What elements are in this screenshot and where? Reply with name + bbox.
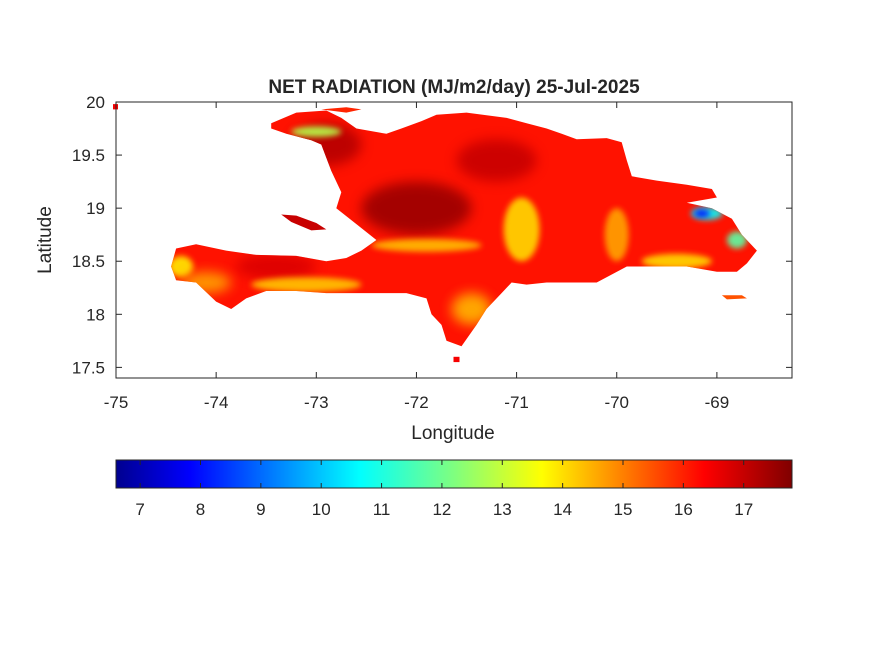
y-tick-label: 18: [86, 305, 105, 324]
y-tick-label: 20: [86, 93, 105, 112]
map-axes-frame: [115, 101, 793, 379]
colorbar-tick-label: 10: [312, 500, 331, 519]
colorbar-tick-label: 14: [553, 500, 572, 519]
x-tick-label: -73: [304, 393, 329, 412]
colorbar-tick-label: 8: [196, 500, 205, 519]
colorbar-tick-label: 17: [734, 500, 753, 519]
region-beata: [453, 356, 460, 363]
hotspot-south-coast: [251, 277, 362, 292]
x-tick-label: -74: [204, 393, 229, 412]
colorbar-tick-label: 13: [493, 500, 512, 519]
region-tortuga: [321, 107, 362, 113]
x-tick-label: -71: [504, 393, 529, 412]
colorbar-tick-label: 11: [373, 500, 391, 519]
colorbar-tick-label: 15: [614, 500, 633, 519]
colorbar-tick-label: 7: [135, 500, 144, 519]
hotspot-north: [456, 139, 537, 182]
x-tick-label: -69: [705, 393, 730, 412]
x-tick-label: -70: [604, 393, 629, 412]
hotspot-north-coast: [361, 181, 472, 235]
hotspot-west-tip: [169, 255, 194, 278]
y-tick-label: 18.5: [72, 252, 105, 271]
hotspot-north-strip: [291, 126, 342, 137]
hotspot-samana-core: [693, 209, 710, 218]
hotspot-cordillera: [503, 197, 540, 262]
map-title: NET RADIATION (MJ/m2/day) 25-Jul-2025: [268, 77, 640, 98]
y-axis-label: Latitude: [35, 206, 56, 274]
region-saona: [721, 295, 747, 300]
colorbar: [115, 459, 793, 489]
x-axis-ticks: -75 -74 -73 -72 -71 -70 -69: [104, 102, 729, 412]
y-axis-ticks: 17.5 18 18.5 19 19.5 20: [72, 93, 792, 377]
colorbar-ticks: 7 8 9 10 11 12 13 14 15 16 17: [135, 460, 753, 519]
hotspot-central-band: [371, 238, 482, 252]
colorbar-tick-label: 12: [432, 500, 451, 519]
x-tick-label: -72: [404, 393, 429, 412]
hotspot-southwest: [236, 253, 317, 280]
hotspot-east-south: [641, 253, 712, 269]
y-tick-label: 19: [86, 199, 105, 218]
x-axis-label: Longitude: [411, 423, 494, 444]
y-tick-label: 17.5: [72, 358, 105, 377]
x-tick-label: -75: [104, 393, 129, 412]
region-la-gonave: [281, 214, 327, 231]
colorbar-tick-label: 16: [674, 500, 693, 519]
hotspot-east-coast: [726, 231, 747, 249]
y-tick-label: 19.5: [72, 146, 105, 165]
colorbar-tick-label: 9: [256, 500, 265, 519]
hotspot-layer: [169, 123, 747, 325]
hotspot-east-ridge: [604, 208, 629, 262]
